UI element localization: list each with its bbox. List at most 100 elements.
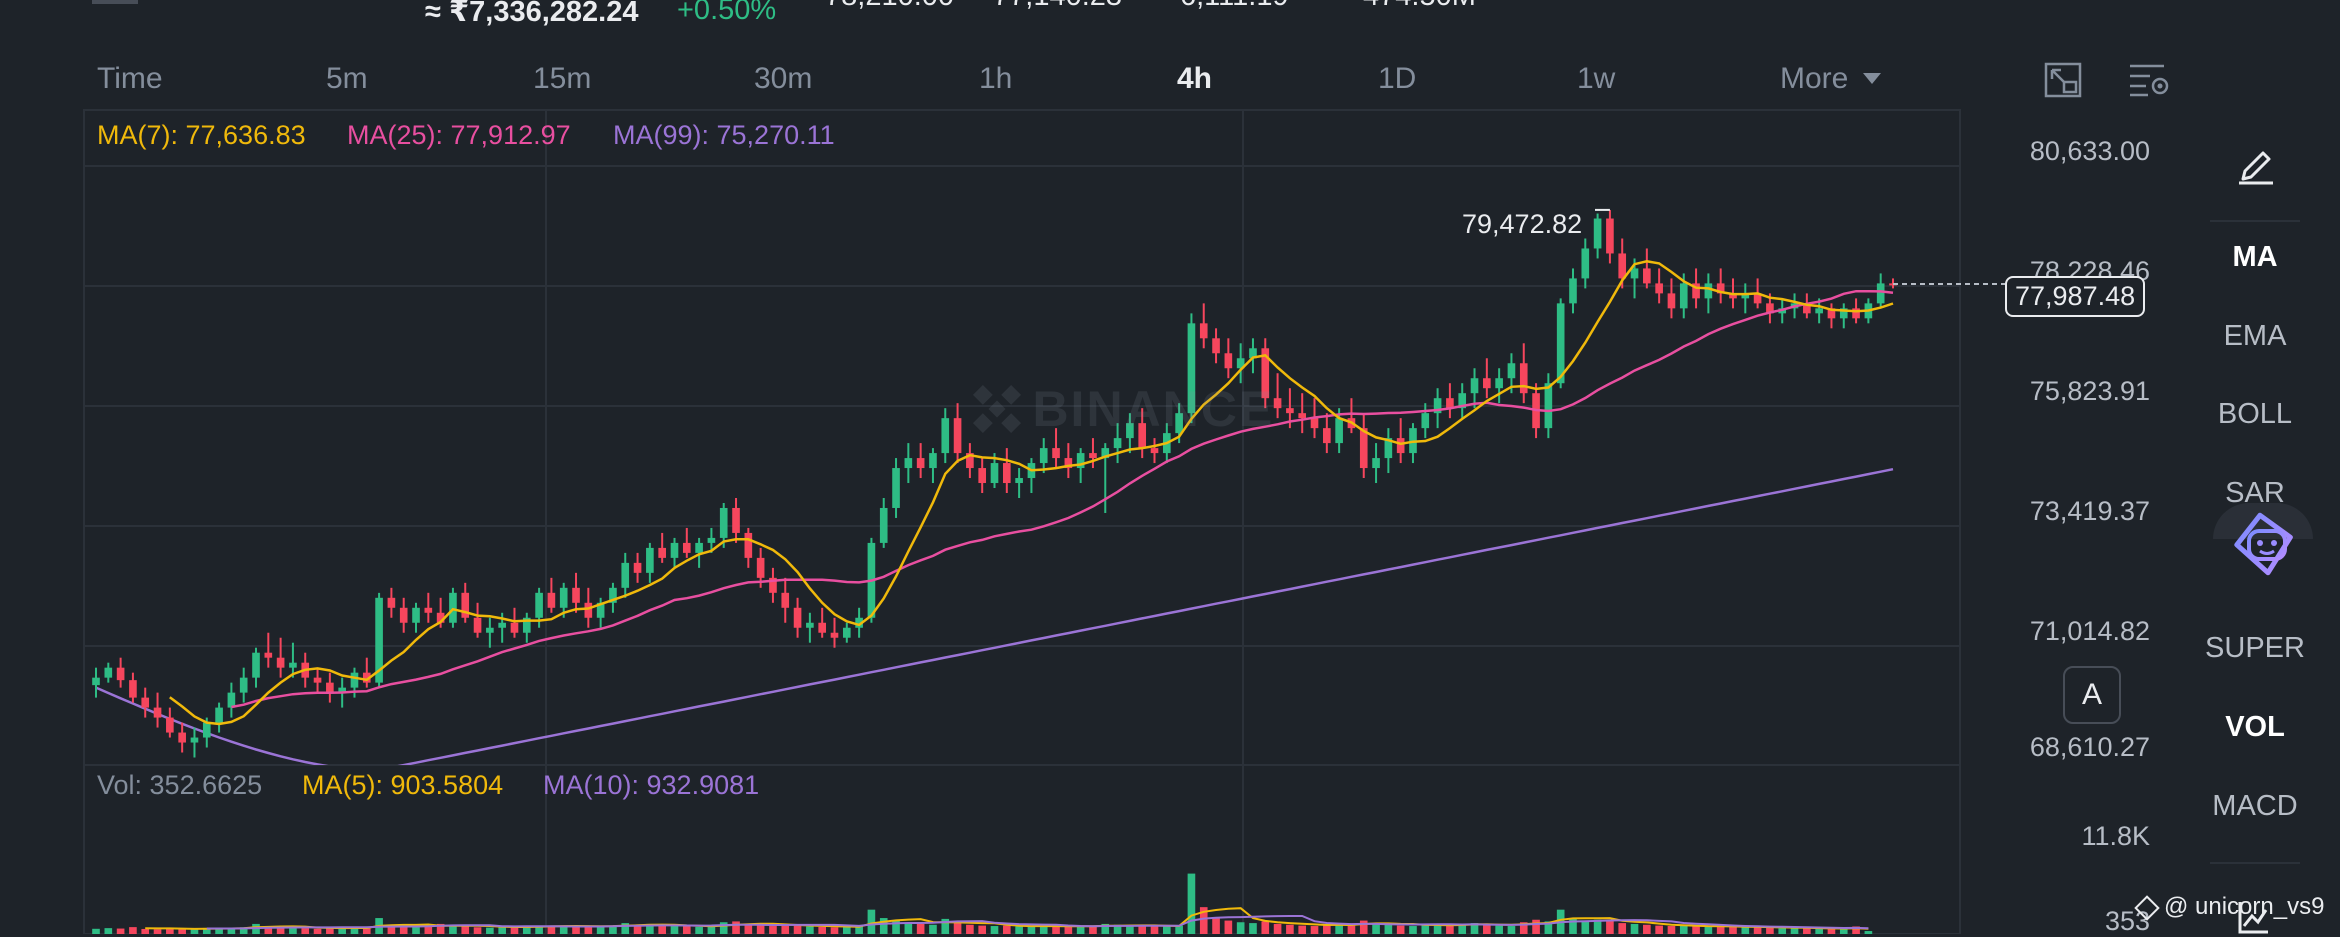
candle-body xyxy=(1187,323,1196,414)
candle-body xyxy=(362,672,371,683)
volume-bar xyxy=(1778,928,1787,934)
volume-bar xyxy=(879,918,888,934)
candle-body xyxy=(1126,423,1134,439)
candle-body xyxy=(1261,348,1270,399)
candle-body xyxy=(498,622,506,628)
pencil-icon[interactable] xyxy=(2237,143,2275,185)
candle-body xyxy=(1803,303,1811,314)
volume-bar xyxy=(350,927,359,934)
indicator-vol[interactable]: VOL xyxy=(2225,711,2285,743)
chart-settings-icon[interactable] xyxy=(2128,62,2170,98)
volume-bar xyxy=(1162,926,1171,934)
candle-body xyxy=(584,602,593,618)
volume-bar xyxy=(1618,923,1627,934)
candle-body xyxy=(264,652,273,658)
candle-body xyxy=(1372,458,1380,469)
candle-body xyxy=(855,617,863,628)
volume-bar xyxy=(670,926,679,934)
candle-body xyxy=(486,627,494,633)
indicator-super[interactable]: SUPER xyxy=(2205,632,2305,664)
candle-body xyxy=(1630,268,1639,279)
candle-body xyxy=(719,507,728,538)
candle-body xyxy=(1076,453,1085,469)
candle-body xyxy=(1236,358,1245,369)
price-tick: 71,014.82 xyxy=(2029,616,2150,646)
volume-bar xyxy=(289,927,297,934)
volume-bar xyxy=(1581,921,1590,934)
candle-body xyxy=(473,617,482,633)
candle-body xyxy=(1507,363,1516,379)
tab-1w[interactable]: 1w xyxy=(1577,62,1616,95)
indicator-macd[interactable]: MACD xyxy=(2212,790,2298,822)
tab-5m[interactable]: 5m xyxy=(326,62,368,95)
candle-body xyxy=(1569,278,1577,304)
tab-4h[interactable]: 4h xyxy=(1177,62,1213,95)
candle-body xyxy=(104,667,113,678)
candle-body xyxy=(436,612,445,623)
candle-body xyxy=(941,418,950,454)
fullscreen-icon[interactable] xyxy=(2044,62,2082,98)
volume-bar xyxy=(953,921,962,934)
auto-scale-button[interactable]: A xyxy=(2063,666,2121,724)
volume-bar xyxy=(1643,924,1651,934)
candle-body xyxy=(141,697,150,708)
tab-time[interactable]: Time xyxy=(97,62,163,95)
tab-more[interactable]: More xyxy=(1780,62,1881,96)
volume-bar xyxy=(1224,920,1233,934)
candle-body xyxy=(350,672,359,688)
candle-body xyxy=(239,677,248,693)
volume-bar xyxy=(1298,925,1307,934)
indicator-ma[interactable]: MA xyxy=(2232,241,2278,273)
tab-1d[interactable]: 1D xyxy=(1378,62,1417,95)
volume-bar xyxy=(436,923,445,934)
candle-body xyxy=(1396,438,1405,454)
price-tick: 80,633.00 xyxy=(2029,136,2150,166)
volume-bar xyxy=(215,928,223,934)
candle-body xyxy=(1310,418,1319,429)
tab-1h[interactable]: 1h xyxy=(979,62,1013,95)
candle-body xyxy=(202,722,211,738)
watermark-text: BINANCE xyxy=(1032,381,1275,437)
candle-body xyxy=(1335,418,1343,444)
volume-bar xyxy=(1741,927,1750,934)
volume-bar xyxy=(892,920,900,934)
volume-bar xyxy=(584,926,593,934)
candle-body xyxy=(1212,338,1220,354)
ai-assistant-button[interactable] xyxy=(2213,503,2313,593)
price-chart[interactable] xyxy=(0,0,2180,934)
candle-body xyxy=(412,607,420,623)
candle-body xyxy=(1704,283,1713,299)
indicator-boll[interactable]: BOLL xyxy=(2217,398,2293,430)
volume-usdt: 474.50M xyxy=(1363,0,1476,13)
candle-body xyxy=(1175,413,1183,434)
volume-bar xyxy=(1569,918,1577,934)
volume-bar xyxy=(1027,926,1036,934)
candle-body xyxy=(1249,348,1257,359)
indicator-ema[interactable]: EMA xyxy=(2223,320,2287,352)
volume-bar xyxy=(719,922,728,934)
candle-body xyxy=(1433,398,1442,414)
candle-body xyxy=(609,587,617,603)
tab-30m[interactable]: 30m xyxy=(754,62,813,95)
chart-line-icon[interactable] xyxy=(2238,898,2270,934)
candle-body xyxy=(1101,448,1110,459)
volume-bar xyxy=(1150,926,1159,934)
candle-body xyxy=(1446,398,1454,409)
volume-bar xyxy=(621,923,630,934)
volume-bar xyxy=(1507,926,1516,934)
diamond-logo-icon xyxy=(2134,894,2160,921)
volume-bar xyxy=(682,926,691,934)
candle-body xyxy=(1015,478,1023,484)
volume-bar xyxy=(1839,928,1848,934)
tab-15m[interactable]: 15m xyxy=(533,62,592,95)
candle-body xyxy=(1729,293,1737,299)
candle-body xyxy=(572,587,580,603)
price-tick: 75,823.91 xyxy=(2029,376,2150,406)
candle-body xyxy=(670,542,679,558)
vol-ma5-value: MA(5): 903.5804 xyxy=(302,770,504,800)
menu-fragment xyxy=(92,0,138,4)
volume-ma10-line xyxy=(206,915,1869,930)
volume-bar xyxy=(1519,922,1528,934)
volume-ma5-line xyxy=(145,907,1869,930)
candle-body xyxy=(227,692,236,708)
